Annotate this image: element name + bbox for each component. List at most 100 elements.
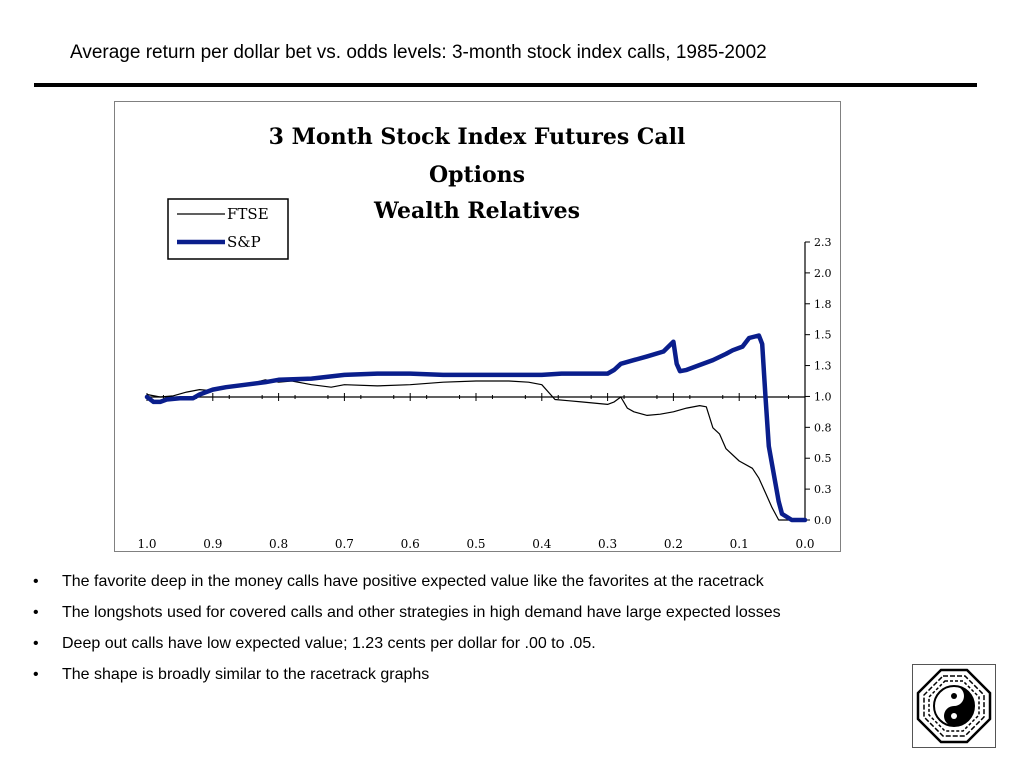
bullet-text: Deep out calls have low expected value; … — [62, 635, 596, 652]
data-point-sp — [686, 369, 687, 370]
x-tick-label: 0.0 — [795, 537, 814, 551]
data-point-sp — [607, 373, 608, 374]
data-point-sp — [245, 384, 246, 385]
data-point-ftse — [739, 460, 740, 461]
data-point-ftse — [627, 408, 628, 409]
x-tick-label: 0.9 — [203, 537, 222, 551]
data-point-ftse — [758, 478, 759, 479]
data-point-ftse — [528, 382, 529, 383]
chart-title: 3 Month Stock Index Futures Call Options W… — [269, 124, 686, 224]
data-point-ftse — [620, 396, 621, 397]
x-tick-label: 0.3 — [598, 537, 617, 551]
data-point-ftse — [772, 507, 773, 508]
data-point-ftse — [344, 384, 345, 385]
data-point-sp — [732, 350, 733, 351]
data-point-sp — [160, 401, 161, 402]
bullet-item: • The favorite deep in the money calls ha… — [33, 571, 913, 592]
data-point-ftse — [607, 404, 608, 405]
data-point-ftse — [199, 389, 200, 390]
data-point-sp — [699, 364, 700, 365]
data-point-sp — [443, 374, 444, 375]
data-point-ftse — [699, 405, 700, 406]
data-point-ftse — [660, 414, 661, 415]
bullet-item: • The shape is broadly similar to the rac… — [33, 664, 913, 685]
data-point-ftse — [706, 406, 707, 407]
y-tick-label: 0.8 — [814, 421, 832, 434]
chart-title-line: Wealth Relatives — [373, 198, 580, 224]
data-point-ftse — [614, 401, 615, 402]
data-point-sp — [410, 373, 411, 374]
data-point-sp — [673, 341, 674, 342]
data-point-sp — [647, 356, 648, 357]
data-point-sp — [508, 374, 509, 375]
legend-label: S&P — [227, 233, 261, 251]
x-tick-label: 1.0 — [137, 537, 156, 551]
data-point-ftse — [725, 448, 726, 449]
data-point-sp — [725, 353, 726, 354]
bullet-text: The favorite deep in the money calls hav… — [62, 573, 764, 590]
data-point-ftse — [410, 384, 411, 385]
legend-box — [167, 198, 289, 260]
data-point-ftse — [311, 384, 312, 385]
data-point-sp — [768, 446, 769, 447]
data-point-sp — [679, 371, 680, 372]
data-point-sp — [265, 382, 266, 383]
data-point-sp — [765, 396, 766, 397]
bullet-text: The shape is broadly similar to the race… — [62, 666, 430, 683]
data-point-sp — [762, 344, 763, 345]
chart-title-line: 3 Month Stock Index Futures Call — [269, 124, 686, 150]
logo — [912, 664, 996, 748]
data-point-sp — [742, 346, 743, 347]
data-point-sp — [676, 363, 677, 364]
data-point-ftse — [173, 395, 174, 396]
data-point-ftse — [673, 411, 674, 412]
y-tick-label: 2.0 — [814, 267, 832, 280]
y-tick-label: 0.5 — [814, 452, 832, 465]
data-point-sp — [758, 335, 759, 336]
x-tick-label: 0.2 — [664, 537, 683, 551]
bagua-logo-icon — [916, 668, 992, 744]
bullet-dot-icon: • — [33, 604, 39, 621]
y-tick-label: 0.3 — [814, 483, 832, 496]
bullet-item: • The longshots used for covered calls an… — [33, 602, 913, 623]
data-point-ftse — [633, 411, 634, 412]
data-point-sp — [781, 513, 782, 514]
data-point-sp — [541, 374, 542, 375]
data-point-ftse — [686, 408, 687, 409]
data-point-sp — [804, 519, 805, 520]
chart-frame: 3 Month Stock Index Futures Call Options W… — [114, 101, 841, 552]
data-point-sp — [614, 369, 615, 370]
data-point-sp — [166, 399, 167, 400]
data-point-ftse — [778, 519, 779, 520]
chart-title-line: Options — [429, 162, 525, 188]
y-tick-label: 1.8 — [814, 298, 832, 311]
data-point-sp — [712, 360, 713, 361]
data-point-ftse — [475, 380, 476, 381]
x-tick-label: 0.7 — [335, 537, 354, 551]
data-point-sp — [778, 501, 779, 502]
data-point-sp — [633, 360, 634, 361]
data-point-ftse — [186, 392, 187, 393]
data-point-sp — [179, 398, 180, 399]
data-point-ftse — [581, 401, 582, 402]
chart-series — [144, 333, 808, 523]
x-tick-label: 0.5 — [466, 537, 485, 551]
data-point-ftse — [719, 433, 720, 434]
data-point-sp — [620, 363, 621, 364]
slide-title: Average return per dollar bet vs. odds l… — [70, 42, 767, 63]
x-tick-label: 0.4 — [532, 537, 551, 551]
data-point-sp — [212, 389, 213, 390]
data-point-sp — [775, 483, 776, 484]
data-point-sp — [475, 374, 476, 375]
bullet-item: • Deep out calls have low expected value;… — [33, 633, 913, 654]
legend-label: FTSE — [227, 205, 269, 223]
y-tick-label: 2.3 — [814, 236, 832, 249]
x-tick-label: 0.8 — [269, 537, 288, 551]
data-point-sp — [749, 337, 750, 338]
data-point-ftse — [712, 427, 713, 428]
data-point-ftse — [541, 384, 542, 385]
bullet-dot-icon: • — [33, 573, 39, 590]
data-point-ftse — [568, 400, 569, 401]
y-tick-label: 1.5 — [814, 329, 832, 342]
title-divider — [34, 83, 977, 87]
